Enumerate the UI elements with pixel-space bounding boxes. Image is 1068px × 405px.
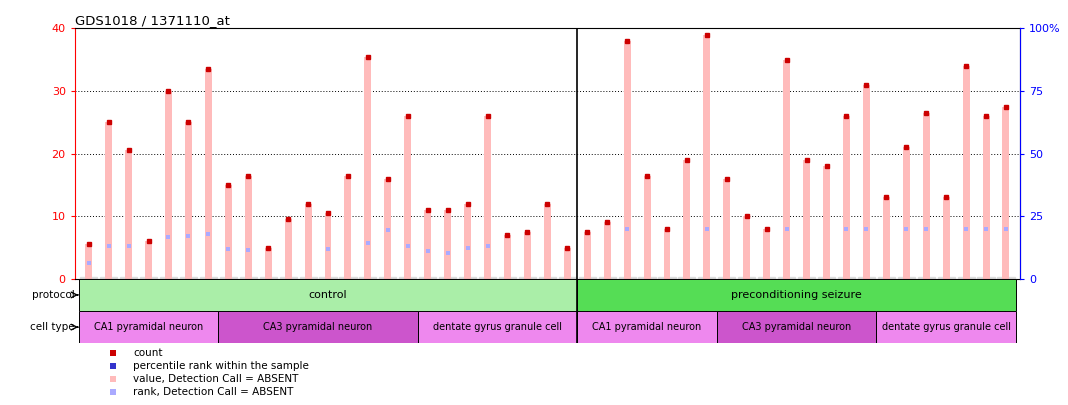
Bar — [584, 232, 591, 279]
Bar — [564, 247, 570, 279]
Text: dentate gyrus granule cell: dentate gyrus granule cell — [882, 322, 1010, 332]
Bar — [325, 213, 331, 279]
Bar — [205, 69, 211, 279]
Bar — [524, 232, 531, 279]
Bar — [962, 66, 970, 279]
Text: dentate gyrus granule cell: dentate gyrus granule cell — [433, 322, 562, 332]
Bar — [843, 116, 850, 279]
Text: protocol: protocol — [32, 290, 75, 300]
Text: count: count — [134, 348, 162, 358]
Bar — [943, 197, 949, 279]
Bar — [79, 279, 578, 311]
Bar — [504, 235, 511, 279]
Bar — [644, 175, 650, 279]
Bar — [783, 60, 790, 279]
Bar — [578, 311, 717, 343]
Bar — [364, 57, 372, 279]
Text: control: control — [309, 290, 347, 300]
Bar — [723, 179, 731, 279]
Bar — [185, 122, 192, 279]
Bar — [465, 204, 471, 279]
Bar — [544, 204, 551, 279]
Text: CA3 pyramidal neuron: CA3 pyramidal neuron — [742, 322, 851, 332]
Bar — [79, 311, 218, 343]
Bar — [663, 229, 671, 279]
Bar — [345, 175, 351, 279]
Text: CA1 pyramidal neuron: CA1 pyramidal neuron — [593, 322, 702, 332]
Bar — [384, 179, 391, 279]
Bar — [877, 311, 1016, 343]
Bar — [85, 244, 92, 279]
Bar — [484, 116, 491, 279]
Bar — [624, 41, 630, 279]
Text: CA1 pyramidal neuron: CA1 pyramidal neuron — [94, 322, 203, 332]
Text: percentile rank within the sample: percentile rank within the sample — [134, 361, 310, 371]
Bar — [704, 34, 710, 279]
Bar — [578, 279, 1016, 311]
Bar — [285, 220, 292, 279]
Bar — [823, 166, 830, 279]
Bar — [923, 113, 930, 279]
Bar — [764, 229, 770, 279]
Bar — [265, 247, 271, 279]
Text: GDS1018 / 1371110_at: GDS1018 / 1371110_at — [75, 14, 230, 27]
Bar — [304, 204, 312, 279]
Bar — [902, 147, 910, 279]
Bar — [405, 116, 411, 279]
Bar — [684, 160, 690, 279]
Bar — [883, 197, 890, 279]
Bar — [424, 210, 431, 279]
Bar — [224, 185, 232, 279]
Bar — [245, 175, 252, 279]
Bar — [125, 150, 132, 279]
Bar — [418, 311, 578, 343]
Bar — [444, 210, 451, 279]
Bar — [743, 216, 750, 279]
Bar — [863, 85, 870, 279]
Text: preconditioning seizure: preconditioning seizure — [732, 290, 862, 300]
Bar — [164, 91, 172, 279]
Bar — [983, 116, 990, 279]
Text: CA3 pyramidal neuron: CA3 pyramidal neuron — [264, 322, 373, 332]
Text: value, Detection Call = ABSENT: value, Detection Call = ABSENT — [134, 374, 299, 384]
Text: rank, Detection Call = ABSENT: rank, Detection Call = ABSENT — [134, 386, 294, 396]
Bar — [1003, 107, 1009, 279]
Bar — [218, 311, 418, 343]
Bar — [803, 160, 810, 279]
Bar — [145, 241, 152, 279]
Bar — [717, 311, 877, 343]
Bar — [603, 222, 611, 279]
Text: cell type: cell type — [30, 322, 75, 332]
Bar — [105, 122, 112, 279]
